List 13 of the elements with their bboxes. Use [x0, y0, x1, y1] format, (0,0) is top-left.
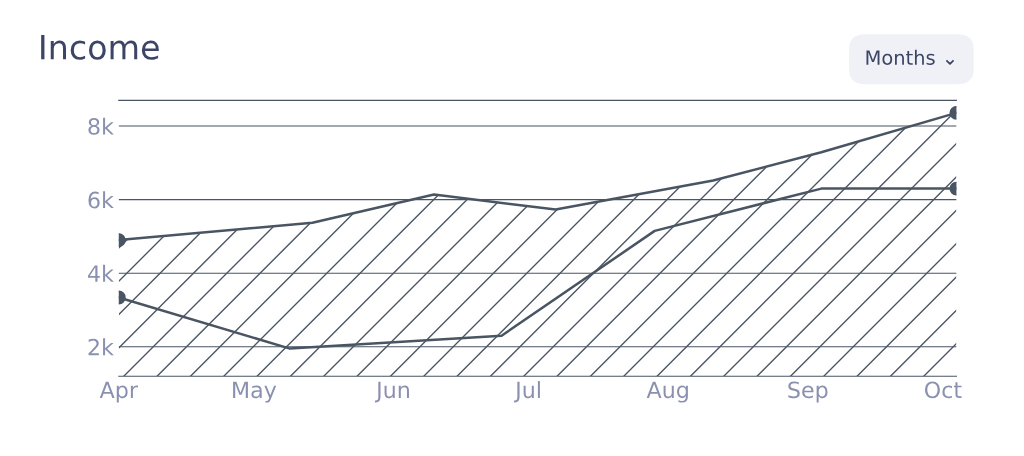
- x-tick-label: Sep: [788, 381, 828, 403]
- text: Months ⌄: [866, 49, 955, 65]
- x-tick-label: Apr: [99, 381, 138, 403]
- x-tick-label: Aug: [646, 381, 688, 403]
- y-tick-label: 6k: [88, 191, 114, 209]
- y-tick-label: 8k: [88, 117, 114, 135]
- x-tick-label: Oct: [924, 381, 962, 399]
- chart-title: Income: [41, 34, 159, 60]
- y-tick-label: 4k: [88, 264, 114, 282]
- y-tick-label: 2k: [88, 338, 114, 356]
- x-tick-label: May: [233, 381, 277, 403]
- x-tick-label: Jun: [374, 381, 409, 403]
- x-tick-label: Jul: [514, 381, 540, 403]
